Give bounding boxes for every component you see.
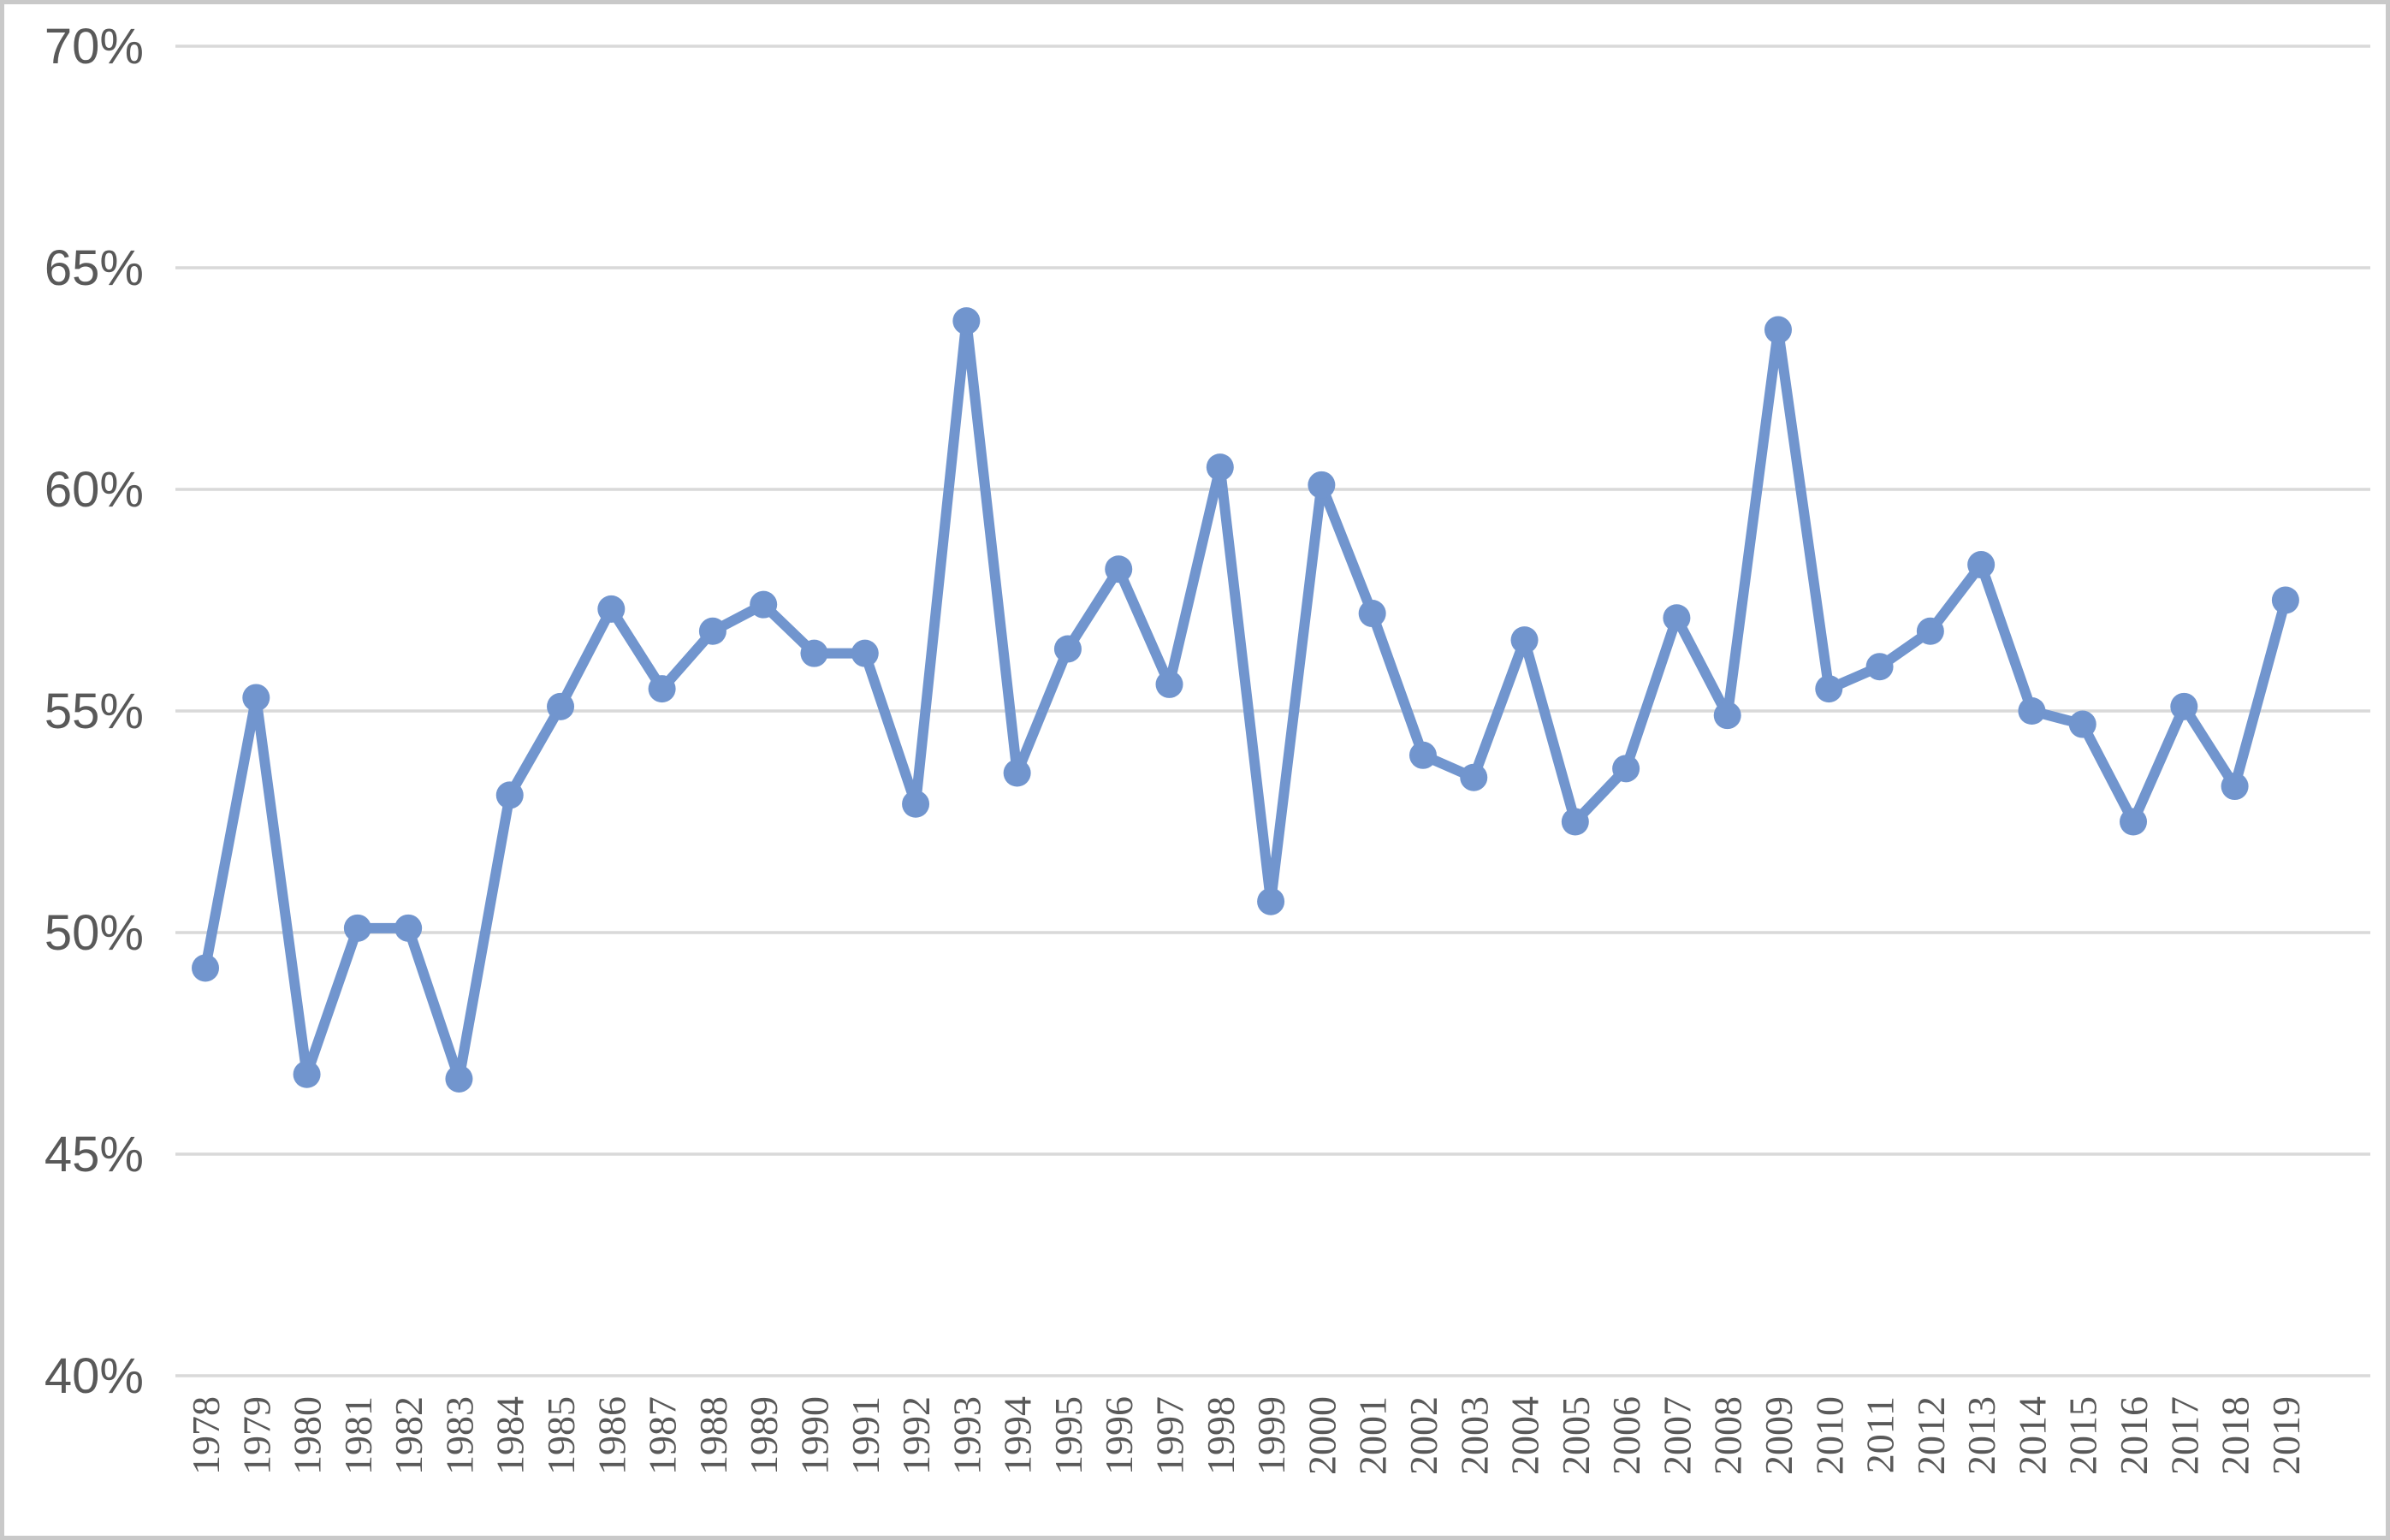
x-axis-tick-label: 1995	[1047, 1396, 1090, 1475]
data-point-marker	[192, 954, 219, 982]
data-point-marker	[2170, 692, 2198, 720]
x-axis-tick-label: 2018	[2214, 1396, 2257, 1475]
data-point-marker	[445, 1064, 473, 1093]
data-point-marker	[1663, 604, 1691, 632]
x-axis-tick-label: 2002	[1402, 1396, 1445, 1475]
data-point-marker	[343, 914, 371, 942]
x-axis-tick-label: 2014	[2010, 1396, 2054, 1475]
x-axis-tick-label: 1994	[996, 1396, 1040, 1475]
data-point-marker	[597, 595, 626, 623]
data-point-marker	[952, 307, 981, 335]
data-point-marker	[1308, 471, 1336, 499]
x-axis-tick-label: 1989	[742, 1396, 786, 1475]
data-point-marker	[1460, 763, 1488, 791]
data-point-marker	[851, 639, 879, 667]
x-axis-tick-label: 2003	[1452, 1396, 1496, 1475]
y-axis-tick-label: 60%	[44, 462, 144, 518]
y-axis-tick-label: 50%	[44, 905, 144, 961]
x-axis-tick-label: 1986	[590, 1396, 633, 1475]
data-point-marker	[547, 692, 575, 720]
data-point-marker	[1105, 555, 1133, 583]
x-axis-tick-label: 1978	[184, 1396, 228, 1475]
data-point-marker	[1257, 887, 1285, 915]
x-axis-tick-label: 2016	[2112, 1396, 2156, 1475]
y-axis-tick-label: 40%	[44, 1348, 144, 1404]
data-point-marker	[1206, 453, 1234, 482]
data-point-marker	[1612, 755, 1640, 783]
x-axis-tick-label: 2017	[2162, 1396, 2206, 1475]
data-point-marker	[1561, 808, 1589, 836]
data-line	[200, 316, 2291, 1084]
x-axis-tick-label: 2013	[1960, 1396, 2003, 1475]
x-axis-tick-label: 2010	[1807, 1396, 1851, 1475]
x-axis-tick-label: 2011	[1859, 1396, 1902, 1473]
x-axis-tick-label: 2007	[1655, 1396, 1699, 1475]
data-point-marker	[750, 590, 778, 619]
x-axis-tick-label: 2019	[2264, 1396, 2308, 1475]
data-point-marker	[1510, 626, 1539, 654]
data-point-marker	[902, 790, 930, 818]
x-axis-tick-label: 2012	[1909, 1396, 1953, 1475]
x-axis-tick-label: 2001	[1351, 1396, 1395, 1475]
data-point-marker	[2271, 586, 2299, 614]
x-axis-tick-label: 2008	[1706, 1396, 1750, 1475]
x-axis-tick-label: 1983	[437, 1396, 481, 1475]
data-point-marker	[648, 675, 676, 703]
x-axis-tick-label: 1980	[286, 1396, 329, 1475]
data-point-marker	[2018, 697, 2046, 725]
data-point-marker	[800, 639, 828, 667]
data-point-marker	[1358, 600, 1386, 628]
x-axis-tick-label: 2009	[1757, 1396, 1800, 1475]
data-point-marker	[1408, 741, 1437, 769]
x-axis-tick-label: 1998	[1199, 1396, 1242, 1475]
x-axis-tick-label: 1987	[641, 1396, 685, 1475]
y-axis-tick-label: 45%	[44, 1127, 144, 1182]
y-axis-tick-label: 55%	[44, 684, 144, 739]
data-point-marker	[2120, 808, 2148, 836]
data-point-marker	[394, 914, 423, 942]
x-axis-tick-label: 1997	[1148, 1396, 1192, 1475]
data-point-marker	[698, 617, 726, 645]
x-axis-tick-label: 1991	[844, 1396, 887, 1475]
y-axis-tick-label: 65%	[44, 240, 144, 296]
data-point-marker	[242, 684, 270, 712]
x-axis-tick-label: 1981	[336, 1396, 380, 1475]
data-point-marker	[1764, 316, 1792, 344]
data-point-marker	[1967, 551, 1996, 579]
x-axis-tick-label: 2000	[1300, 1396, 1343, 1475]
data-point-marker	[1916, 617, 1944, 645]
x-axis-tick-label: 2006	[1604, 1396, 1648, 1475]
data-point-marker	[1865, 653, 1894, 681]
x-axis-tick-label: 1985	[539, 1396, 583, 1475]
data-point-marker	[2068, 710, 2096, 738]
data-point-marker	[293, 1060, 321, 1088]
x-axis-tick-label: 1992	[894, 1396, 938, 1475]
x-axis-tick-label: 1982	[387, 1396, 430, 1475]
x-axis-tick-label: 2005	[1554, 1396, 1598, 1475]
data-point-marker	[1155, 670, 1183, 698]
data-point-marker	[1053, 635, 1082, 663]
x-axis-tick-label: 1984	[489, 1396, 532, 1475]
x-axis-tick-label: 2004	[1503, 1396, 1547, 1475]
data-point-marker	[495, 781, 524, 809]
x-axis-tick-label: 1999	[1249, 1396, 1293, 1475]
x-axis-tick-label: 1993	[945, 1396, 988, 1475]
data-point-marker	[2221, 773, 2249, 801]
data-point-marker	[1815, 675, 1843, 703]
y-axis-tick-label: 70%	[44, 19, 144, 74]
data-point-marker	[1713, 702, 1741, 730]
x-axis-tick-label: 1990	[792, 1396, 836, 1475]
x-axis-tick-label: 1988	[691, 1396, 735, 1475]
data-point-marker	[1003, 759, 1031, 787]
x-axis-tick-label: 1979	[234, 1396, 278, 1475]
x-axis-tick-label: 1996	[1097, 1396, 1141, 1475]
x-axis-tick-label: 2015	[2061, 1396, 2105, 1475]
